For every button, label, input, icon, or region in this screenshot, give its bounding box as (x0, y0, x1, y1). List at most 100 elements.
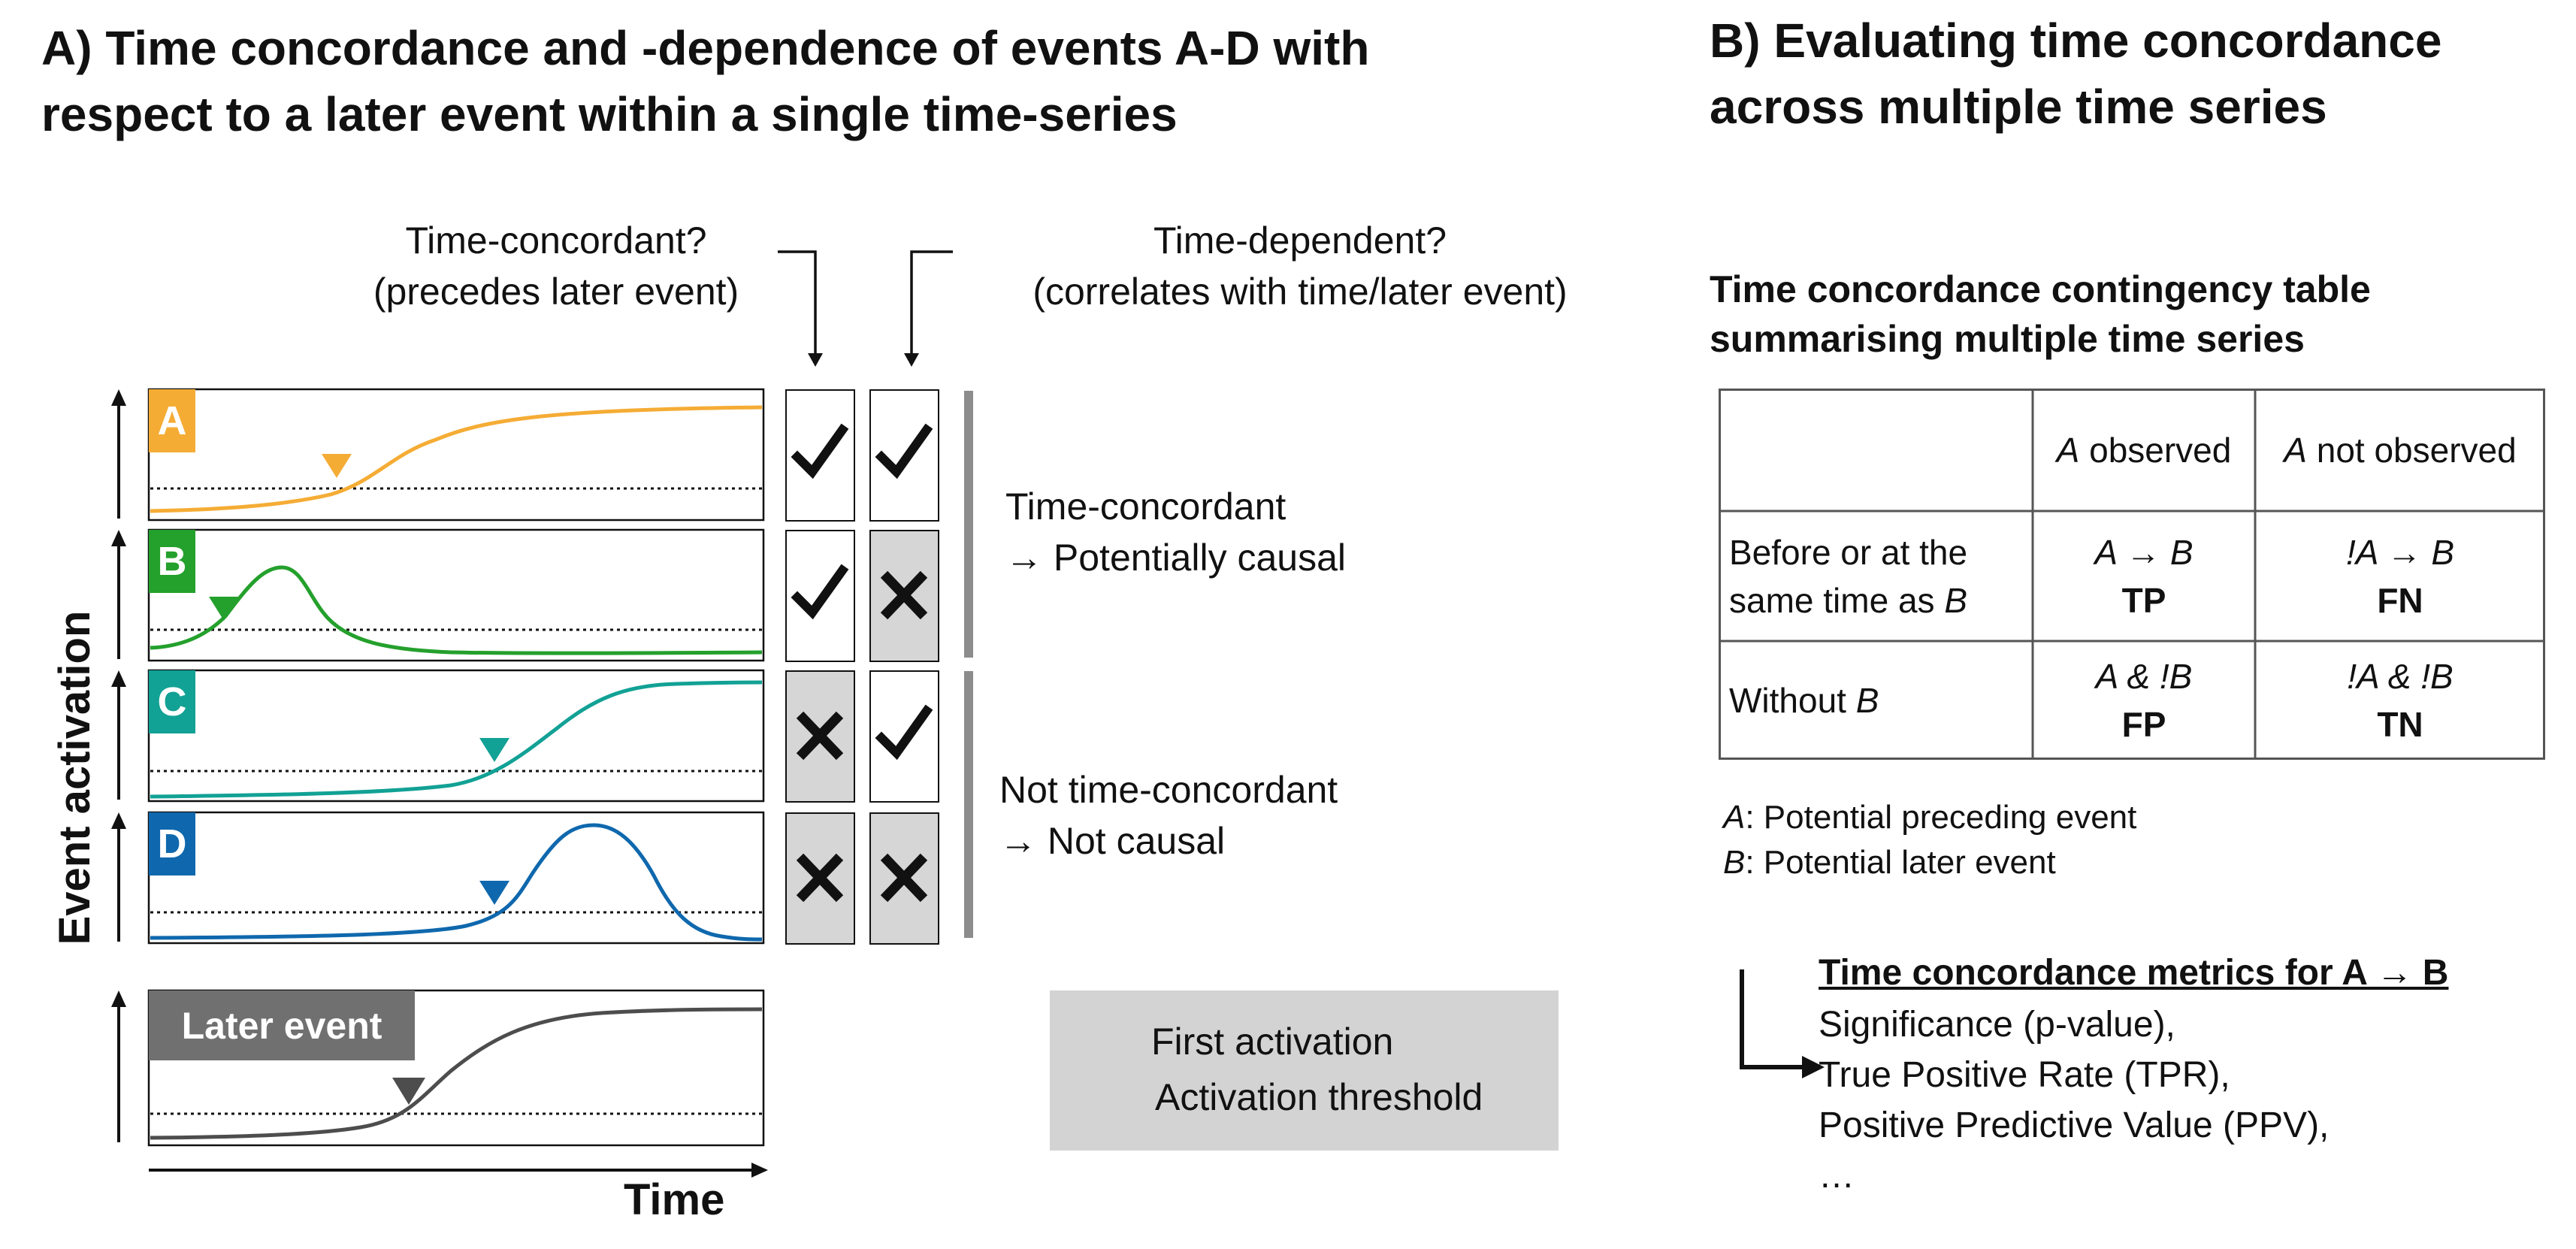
y-axis-arrows (111, 389, 126, 1142)
event-badge-d: D (149, 812, 195, 876)
first-activation-marker-a (322, 454, 352, 478)
col-header-a-not-observed: A not observed (2255, 389, 2545, 511)
cell-tn-label: TN (2377, 705, 2423, 744)
definition-b: B: Potential later event (1723, 840, 2056, 885)
check-icon (875, 704, 933, 761)
event-badge-a: A (149, 389, 195, 452)
first-activation-marker-b (209, 597, 239, 621)
group-time-concordant: Time-concordant → Potentially causal (1005, 481, 1346, 583)
col-header-a-observed-text: observed (2079, 430, 2232, 470)
panel-b-title-line2: across multiple time series (1710, 80, 2327, 134)
cell-tp-expr: A → B (2094, 532, 2194, 572)
group-not-time-concordant-line2: → Not causal (999, 820, 1226, 862)
check-icon (791, 564, 849, 620)
dependent-cell-c (869, 670, 939, 803)
cross-icon (796, 853, 844, 903)
row-header-without-b-text: Without (1729, 681, 1856, 720)
cross-icon (880, 853, 928, 903)
cell-fp-expr: A & !B (2095, 657, 2193, 696)
col-header-a-observed: A observed (2033, 389, 2255, 511)
event-badge-d-label: D (157, 821, 187, 866)
event-d-curve (150, 823, 763, 942)
row-frame-later (147, 989, 765, 1147)
col-header-a-not-observed-text: not observed (2306, 430, 2517, 470)
event-a-curve (150, 405, 763, 513)
activation-thresholds (150, 487, 762, 1115)
later-event-label: Later event (181, 1004, 382, 1047)
metric-significance: Significance (p-value), (1819, 1005, 2175, 1045)
row-header-before-b: Before or at the same time as B (1719, 511, 2033, 641)
cell-tn: !A & !B TN (2255, 641, 2545, 760)
dependent-cell-a (869, 389, 939, 522)
later-event-curve (150, 1007, 763, 1140)
event-badge-b: B (149, 530, 195, 593)
group-time-concordant-line2: → Potentially causal (1005, 537, 1347, 579)
metrics-elbow-arrow (1740, 969, 1807, 1069)
metric-ppv: Positive Predictive Value (PPV), (1819, 1105, 2330, 1145)
bracket-not-time-concordant (964, 671, 973, 938)
group-not-time-concordant: Not time-concordant → Not causal (999, 764, 1338, 866)
legend: First activation Activation threshold (1050, 990, 1559, 1151)
row-frame-c (147, 669, 765, 803)
event-badge-b-label: B (157, 539, 187, 584)
contingency-table: A observed A not observed Before or at t… (1719, 389, 2545, 760)
dependent-cell-b (869, 530, 939, 662)
definition-b-var: B (1723, 844, 1746, 881)
pointer-arrow-dependent (910, 250, 953, 359)
concordant-cell-d (785, 812, 855, 945)
first-activation-marker-later (392, 1078, 425, 1105)
cell-fn-label: FN (2377, 580, 2423, 620)
time-axis-arrowhead (751, 1163, 768, 1178)
table-title-line2: summarising multiple time series (1710, 318, 2305, 360)
concordant-cell-a (785, 389, 855, 522)
cross-icon (880, 570, 928, 620)
definition-a-var: A (1723, 799, 1746, 836)
panel-a-title-line2: respect to a later event within a single… (41, 87, 1178, 141)
metrics-title: Time concordance metrics for A → B (1819, 953, 2449, 993)
row-frame-d (147, 811, 765, 945)
metric-ellipsis: … (1819, 1156, 1855, 1196)
group-not-time-concordant-line1: Not time-concordant (999, 769, 1338, 811)
first-activation-marker-d (479, 881, 509, 905)
cell-tp: A → B TP (2033, 511, 2255, 641)
legend-first-activation: First activation (1151, 1021, 1394, 1063)
panel-b-title-line1: B) Evaluating time concordance (1710, 14, 2442, 68)
definition-a: A: Potential preceding event (1723, 795, 2136, 840)
y-axis-label: Event activation (50, 610, 99, 945)
definition-a-text: : Potential preceding event (1745, 799, 2137, 836)
x-axis-label: Time (624, 1175, 725, 1224)
cell-fn-expr: !A → B (2346, 532, 2454, 572)
event-badge-c-label: C (157, 679, 187, 724)
metrics-arrowhead (1802, 1056, 1825, 1078)
event-c-curve (150, 680, 763, 799)
table-grid (1719, 389, 2545, 760)
question-time-concordant: Time-concordant? (precedes later event) (286, 215, 827, 317)
event-badge-c: C (149, 670, 195, 733)
question-time-dependent-line2: (correlates with time/later event) (1033, 271, 1568, 313)
pointer-arrow-concordant (778, 250, 817, 359)
cell-fp: A & !B FP (2033, 641, 2255, 760)
pointer-arrowhead-dependent (904, 353, 919, 367)
row-frame-a (147, 388, 765, 522)
concordant-cell-c (785, 670, 855, 803)
definition-b-text: : Potential later event (1745, 844, 2056, 881)
table-title-line1: Time concordance contingency table (1710, 268, 2371, 310)
panel-a-title-line1: A) Time concordance and -dependence of e… (41, 21, 1370, 75)
bracket-time-concordant (964, 391, 973, 658)
first-activation-marker-c (479, 738, 509, 762)
row-header-without-b-var: B (1855, 681, 1879, 720)
cell-fn: !A → B FN (2255, 511, 2545, 641)
question-time-concordant-line2: (precedes later event) (373, 271, 739, 313)
metrics-list: Significance (p-value), True Positive Ra… (1819, 1000, 2329, 1201)
legend-activation-threshold: Activation threshold (1155, 1076, 1483, 1118)
row-header-before-b-line1: Before or at the (1729, 532, 1968, 572)
cell-fp-label: FP (2121, 705, 2166, 744)
dependent-cell-d (869, 812, 939, 945)
check-icon (791, 423, 849, 479)
event-b-curve (150, 565, 763, 655)
pointer-arrowhead-concordant (808, 353, 823, 367)
col-header-a-not-observed-var: A (2284, 430, 2307, 470)
cell-tp-label: TP (2121, 580, 2166, 620)
row-frame-b (147, 528, 765, 662)
question-time-dependent: Time-dependent? (correlates with time/la… (999, 215, 1601, 317)
